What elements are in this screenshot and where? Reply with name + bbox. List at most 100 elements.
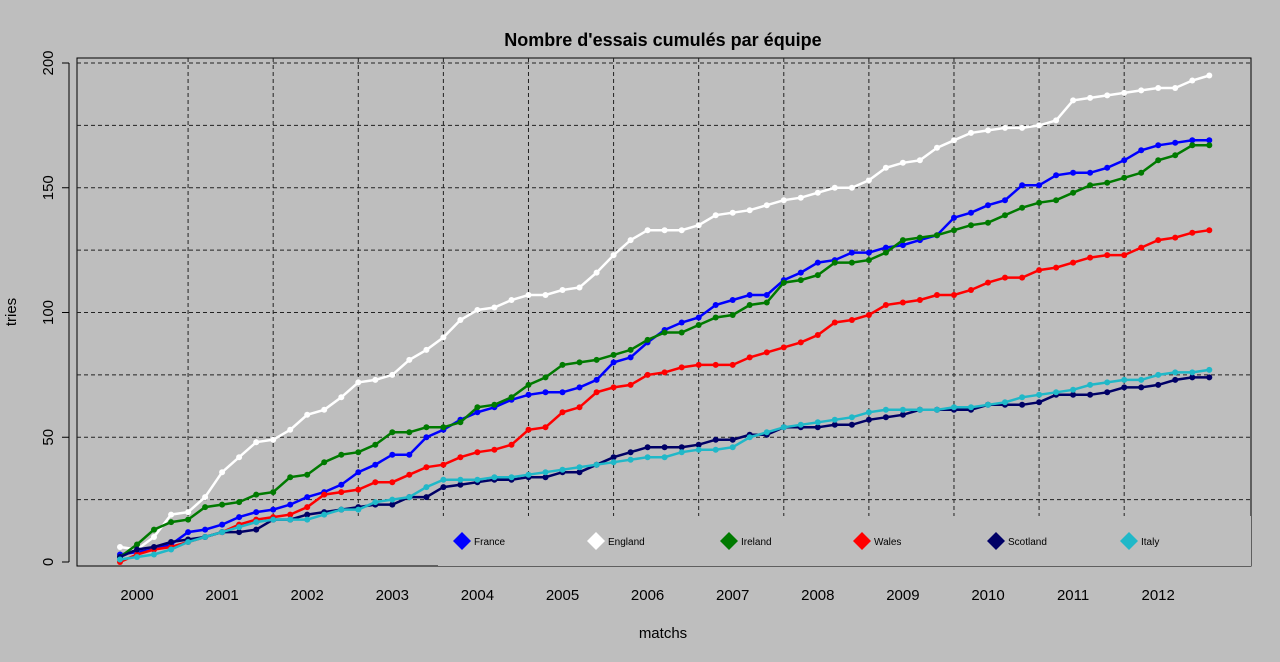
data-point xyxy=(831,319,838,326)
data-point xyxy=(1138,147,1145,154)
data-point xyxy=(423,346,430,353)
data-point xyxy=(882,249,889,256)
data-point xyxy=(491,474,498,481)
data-point xyxy=(1087,254,1094,261)
data-point xyxy=(338,489,345,496)
data-point xyxy=(1070,391,1077,398)
data-point xyxy=(355,449,362,456)
data-point xyxy=(236,514,243,521)
data-point xyxy=(865,249,872,256)
data-point xyxy=(848,259,855,266)
data-point xyxy=(440,334,447,341)
data-point xyxy=(644,444,651,451)
data-point xyxy=(968,129,974,136)
data-point xyxy=(151,534,157,540)
data-point xyxy=(1070,386,1077,393)
data-point xyxy=(321,511,328,518)
data-point xyxy=(1138,87,1145,94)
data-point xyxy=(814,189,821,196)
data-point xyxy=(729,436,736,443)
data-point xyxy=(474,307,481,313)
data-point xyxy=(1053,389,1060,396)
data-point xyxy=(1206,374,1213,381)
y-axis-label: tries xyxy=(3,298,20,326)
data-point xyxy=(423,434,430,441)
data-point xyxy=(1036,267,1043,274)
data-point xyxy=(661,329,668,336)
y-tick-label: 150 xyxy=(40,175,57,200)
data-point xyxy=(1189,229,1196,236)
data-point xyxy=(695,322,702,328)
data-point xyxy=(1019,124,1026,131)
y-tick-label: 100 xyxy=(40,300,57,325)
data-point xyxy=(593,376,600,383)
data-point xyxy=(985,279,991,286)
data-point xyxy=(287,474,294,481)
data-point xyxy=(1053,172,1060,179)
x-tick-label: 2003 xyxy=(376,587,409,604)
data-point xyxy=(797,269,804,276)
data-point xyxy=(406,471,413,478)
data-point xyxy=(1019,274,1026,281)
data-point xyxy=(1155,157,1162,164)
series-england xyxy=(117,72,1213,553)
data-point xyxy=(848,414,855,421)
data-point xyxy=(270,506,277,513)
data-point xyxy=(882,302,889,308)
data-point xyxy=(763,202,770,209)
data-point xyxy=(1002,274,1008,281)
data-point xyxy=(338,481,345,488)
data-point xyxy=(508,394,515,401)
data-point xyxy=(644,227,651,234)
data-point xyxy=(1121,376,1128,383)
data-point xyxy=(712,302,719,308)
legend-marker xyxy=(987,532,1005,550)
data-point xyxy=(1206,227,1213,234)
data-point xyxy=(1138,376,1145,383)
data-point xyxy=(168,539,175,545)
data-point xyxy=(985,401,991,408)
data-point xyxy=(576,469,583,476)
data-point xyxy=(695,446,702,453)
data-point xyxy=(542,389,549,396)
data-point xyxy=(457,454,464,461)
data-point xyxy=(848,184,855,191)
legend-label: France xyxy=(474,537,506,548)
data-point xyxy=(219,529,226,536)
data-point xyxy=(899,242,906,249)
data-point xyxy=(729,444,736,451)
data-point xyxy=(304,504,311,511)
data-point xyxy=(934,292,940,298)
legend-box xyxy=(438,516,1251,566)
data-point xyxy=(304,511,311,518)
data-point xyxy=(236,529,243,536)
data-point xyxy=(763,299,770,306)
data-point xyxy=(678,444,685,451)
data-point xyxy=(525,292,532,298)
data-point xyxy=(1053,264,1060,271)
data-point xyxy=(1206,72,1213,79)
data-point xyxy=(372,499,379,506)
data-point xyxy=(1155,237,1162,244)
data-point xyxy=(1002,399,1008,406)
data-point xyxy=(1104,164,1111,171)
data-point xyxy=(576,464,583,471)
data-point xyxy=(270,436,277,443)
data-point xyxy=(321,491,328,498)
data-point xyxy=(1053,197,1060,204)
data-point xyxy=(423,464,430,471)
x-tick-label: 2001 xyxy=(205,587,238,604)
data-point xyxy=(219,469,226,476)
data-point xyxy=(1002,124,1008,131)
data-point xyxy=(168,511,175,518)
data-point xyxy=(627,346,634,353)
data-point xyxy=(389,371,396,378)
data-point xyxy=(1002,197,1008,204)
data-point xyxy=(1087,381,1094,388)
data-point xyxy=(134,554,140,560)
data-point xyxy=(695,314,702,321)
data-point xyxy=(627,449,634,456)
x-tick-label: 2002 xyxy=(291,587,324,604)
legend-label: England xyxy=(608,537,645,548)
